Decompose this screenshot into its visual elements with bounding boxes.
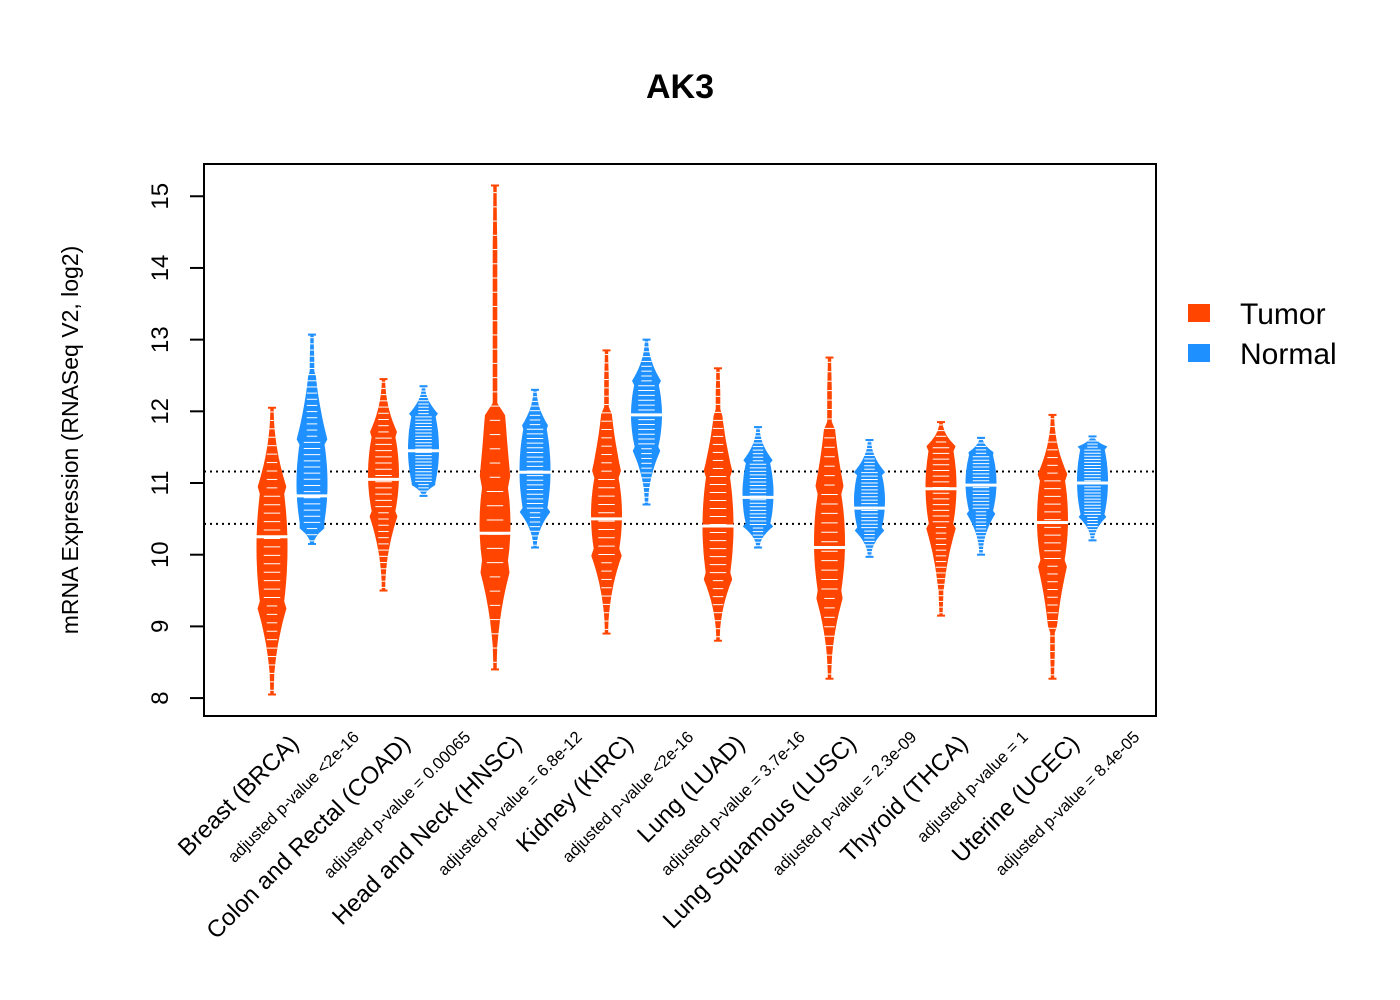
y-tick-label: 10 [147, 541, 174, 568]
bean-tumor-6 [813, 356, 846, 680]
bean-tumor-8 [1036, 413, 1069, 680]
plot-area [203, 163, 1157, 717]
x-axis-labels: Breast (BRCA)adjusted p-value <2e-16Colo… [173, 728, 1143, 944]
category-label: Lung Squamous (LUSC) [658, 730, 862, 934]
bean-normal-6 [853, 439, 886, 558]
legend-swatch-tumor [1188, 304, 1210, 322]
bean-normal-8 [1076, 435, 1109, 542]
category-label: Head and Neck (HNSC) [327, 730, 527, 930]
category-label: Lung (LUAD) [632, 730, 750, 848]
bean-tumor-4 [590, 349, 623, 635]
y-tick-label: 11 [147, 471, 174, 496]
bean-normal-3 [519, 388, 551, 549]
bean-tumor-2 [367, 378, 400, 592]
y-axis: 8 9 10 11 12 13 14 15 [147, 183, 204, 705]
bean-tumor-5 [702, 367, 734, 642]
bean-tumor-3 [479, 184, 511, 671]
y-tick-label: 12 [147, 398, 174, 425]
y-tick-label: 9 [147, 620, 174, 633]
y-tick-label: 15 [147, 183, 174, 210]
bean-normal-7 [965, 436, 997, 556]
y-axis-label: mRNA Expression (RNASeq V2, log2) [57, 246, 83, 635]
y-tick-label: 14 [147, 255, 174, 282]
legend-label-normal: Normal [1240, 338, 1337, 371]
chart-title: AK3 [646, 68, 714, 106]
bean-normal-1 [296, 333, 328, 545]
bean-normal-5 [742, 426, 774, 549]
bean-normal-4 [630, 338, 663, 506]
y-tick-label: 13 [147, 326, 174, 353]
y-tick-label: 8 [147, 691, 174, 704]
legend: Tumor Normal [1188, 298, 1337, 371]
bean-tumor-1 [256, 406, 288, 696]
bean-normal-2 [407, 385, 440, 497]
plot-frame [203, 163, 1157, 717]
bean-tumor-7 [925, 421, 957, 617]
category-label: Colon and Rectal (COAD) [201, 730, 415, 944]
legend-label-tumor: Tumor [1240, 298, 1326, 331]
legend-swatch-normal [1188, 344, 1210, 362]
